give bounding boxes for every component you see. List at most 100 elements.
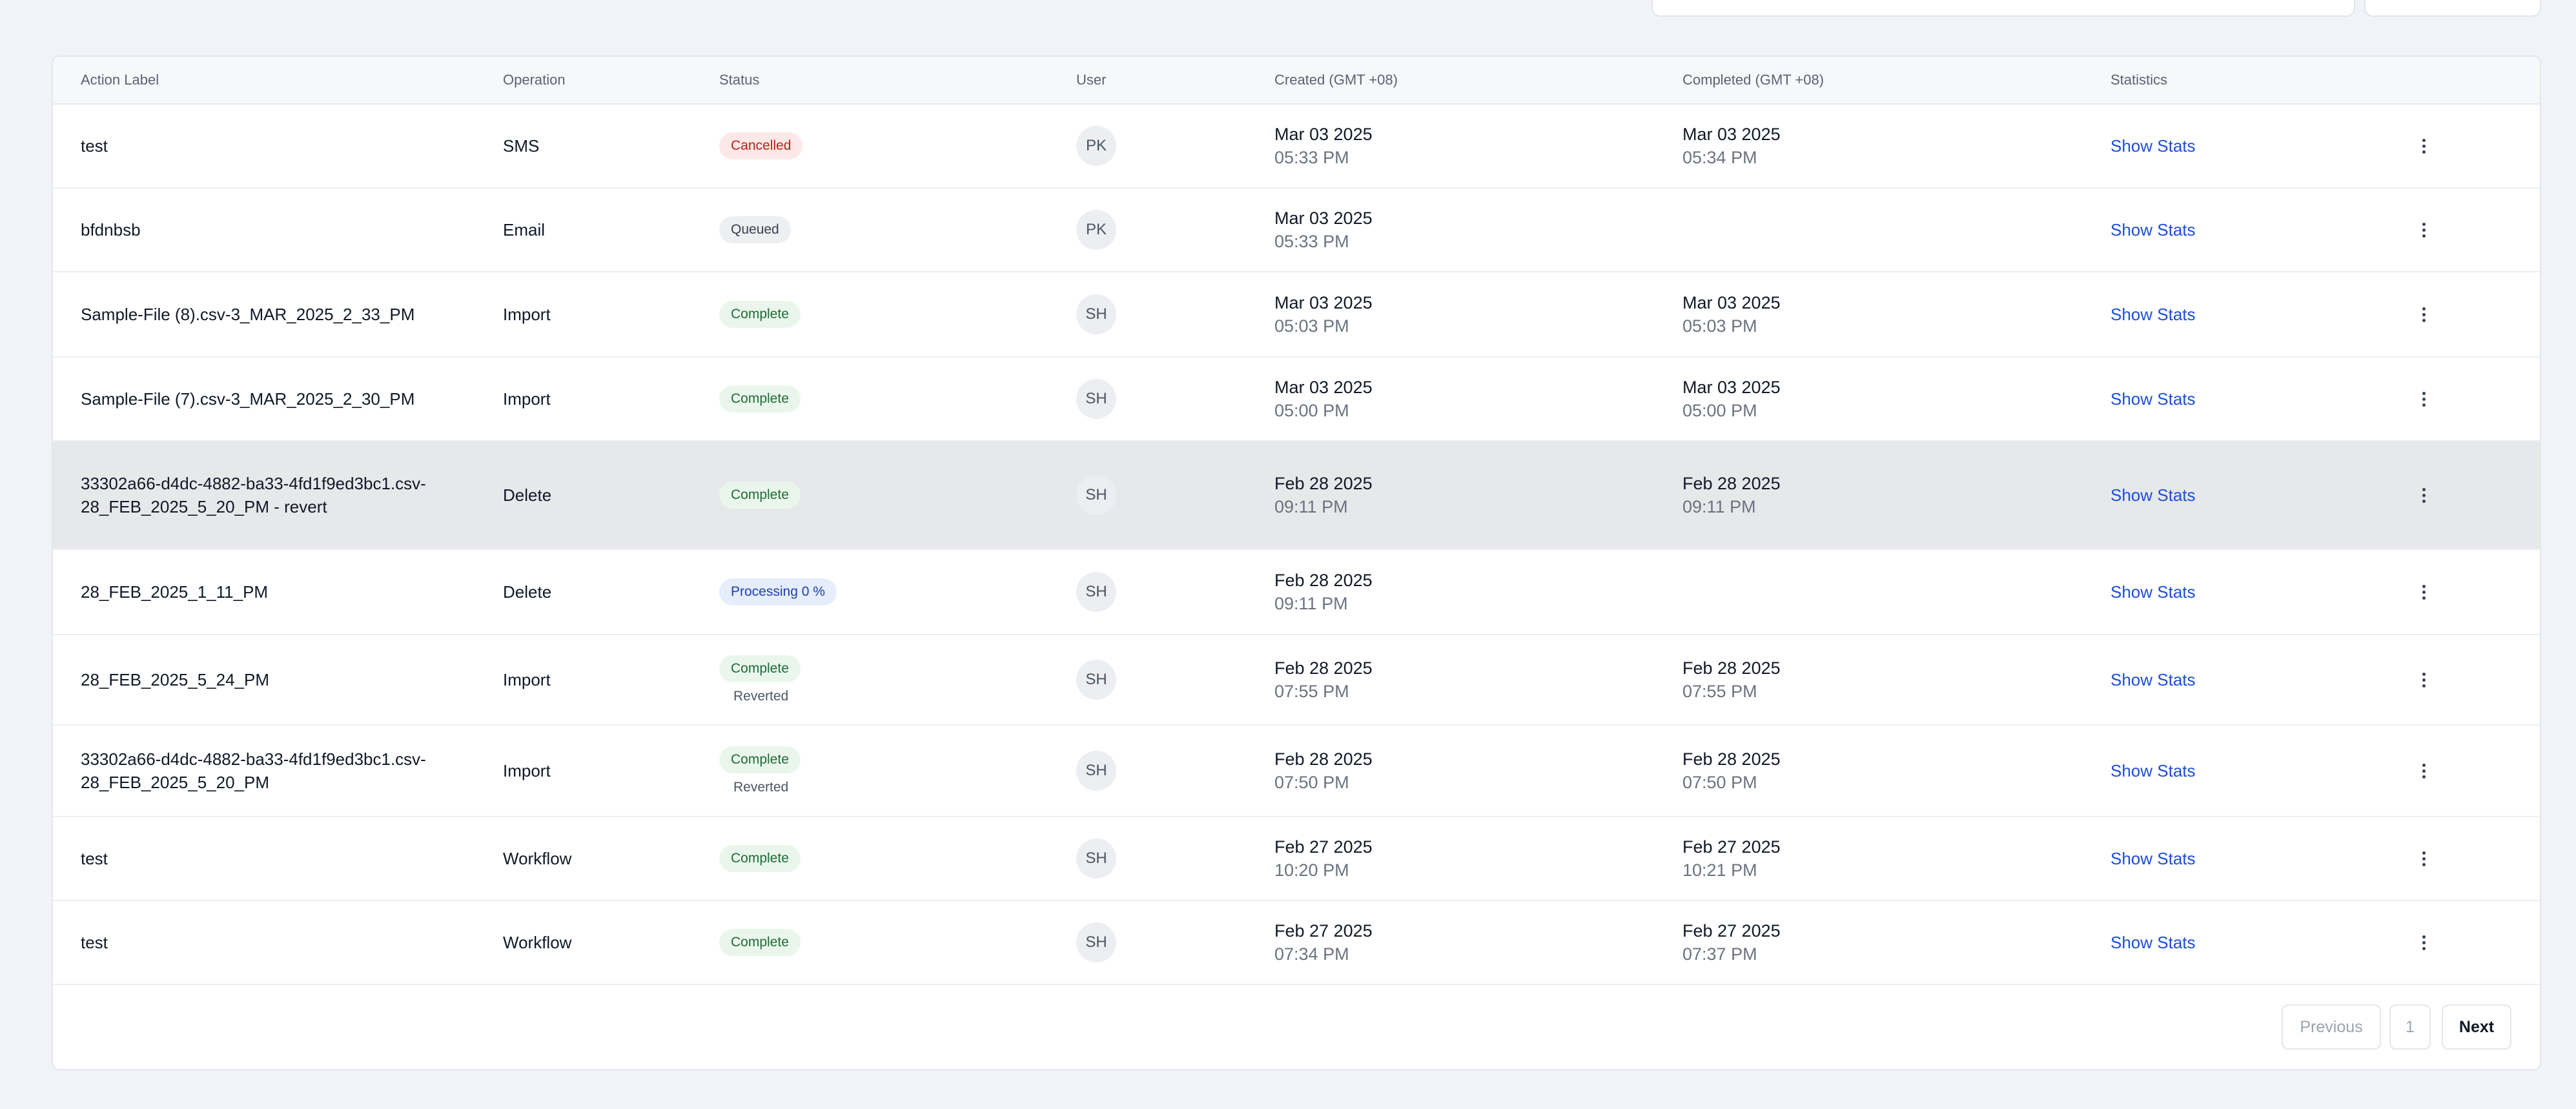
status-badge: Complete [719, 845, 801, 872]
user-avatar: SH [1076, 294, 1116, 334]
show-stats-link[interactable]: Show Stats [2111, 389, 2196, 409]
status-badge: Complete [719, 482, 801, 509]
show-stats-link[interactable]: Show Stats [2111, 669, 2196, 689]
more-options-icon[interactable] [2416, 386, 2431, 412]
user-avatar: SH [1076, 839, 1116, 879]
status-badge: Complete [719, 746, 801, 773]
user-avatar: SH [1076, 379, 1116, 419]
completed-date: Mar 03 2025 [1682, 125, 1781, 144]
previous-page-button[interactable]: Previous [2282, 1004, 2381, 1050]
table-row[interactable]: 33302a66-d4dc-4882-ba33-4fd1f9ed3bc1.csv… [53, 442, 2540, 550]
more-options-icon[interactable] [2416, 846, 2431, 871]
table-row[interactable]: 33302a66-d4dc-4882-ba33-4fd1f9ed3bc1.csv… [53, 726, 2540, 817]
operation-text: Email [503, 219, 546, 239]
created-date: Mar 03 2025 [1274, 125, 1373, 144]
actions-table-card: Action Label Operation Status User Creat… [52, 56, 2541, 1070]
status-badge: Complete [719, 929, 801, 956]
created-time: 05:03 PM [1274, 316, 1349, 336]
show-stats-link[interactable]: Show Stats [2111, 136, 2196, 156]
header-user: User [1076, 72, 1107, 88]
more-options-icon[interactable] [2416, 579, 2431, 605]
created-time: 07:55 PM [1274, 682, 1349, 701]
more-options-icon[interactable] [2416, 301, 2431, 327]
created-time: 05:33 PM [1274, 232, 1349, 251]
status-badge: Complete [719, 385, 801, 412]
created-date: Feb 28 2025 [1274, 658, 1373, 678]
table-row[interactable]: bfdnbsb Email Queued PK Mar 03 2025 05:33 PM S… [53, 188, 2540, 272]
completed-date: Feb 28 2025 [1682, 658, 1781, 678]
completed-date: Mar 03 2025 [1682, 378, 1781, 397]
show-stats-link[interactable]: Show Stats [2111, 219, 2196, 239]
table-row[interactable]: test Workflow Complete SH Feb 27 2025 07:34 P… [53, 901, 2540, 985]
action-label-text: 33302a66-d4dc-4882-ba33-4fd1f9ed3bc1.csv… [81, 474, 426, 516]
action-label-text: test [81, 933, 108, 952]
status-badge: Complete [719, 301, 801, 328]
more-options-icon[interactable] [2416, 482, 2431, 508]
completed-time: 07:50 PM [1682, 773, 1757, 792]
created-time: 10:20 PM [1274, 860, 1349, 880]
status-badge: Complete [719, 655, 801, 682]
action-label-text: test [81, 136, 108, 156]
created-date: Mar 03 2025 [1274, 293, 1373, 312]
user-avatar: SH [1076, 660, 1116, 700]
created-time: 07:34 PM [1274, 944, 1349, 964]
user-avatar: SH [1076, 475, 1116, 515]
operation-text: Workflow [503, 848, 572, 868]
completed-time: 10:21 PM [1682, 860, 1757, 880]
status-note: Reverted [733, 689, 789, 704]
completed-time: 07:37 PM [1682, 944, 1757, 964]
page-number-button[interactable]: 1 [2389, 1004, 2431, 1050]
created-date: Feb 27 2025 [1274, 837, 1373, 857]
action-label-text: 28_FEB_2025_5_24_PM [81, 670, 270, 689]
operation-text: Import [503, 389, 551, 409]
created-date: Feb 27 2025 [1274, 921, 1373, 941]
more-options-icon[interactable] [2416, 758, 2431, 784]
operation-text: Workflow [503, 932, 572, 952]
completed-time: 09:11 PM [1682, 497, 1756, 516]
table-row[interactable]: Sample-File (7).csv-3_MAR_2025_2_30_PM Im… [53, 358, 2540, 442]
show-stats-link[interactable]: Show Stats [2111, 932, 2196, 952]
table-row[interactable]: Sample-File (8).csv-3_MAR_2025_2_33_PM Im… [53, 272, 2540, 358]
show-stats-link[interactable]: Show Stats [2111, 848, 2196, 868]
action-label-text: test [81, 849, 108, 868]
header-completed: Completed (GMT +08) [1682, 72, 1825, 88]
created-date: Mar 03 2025 [1274, 378, 1373, 397]
action-label-text: 28_FEB_2025_1_11_PM [81, 582, 269, 602]
more-options-icon[interactable] [2416, 930, 2431, 955]
header-created: Created (GMT +08) [1274, 72, 1398, 88]
header-action-label: Action Label [81, 72, 159, 88]
user-avatar: PK [1076, 126, 1116, 166]
header-operation: Operation [503, 72, 566, 88]
operation-text: Import [503, 304, 551, 324]
table-row[interactable]: test SMS Cancelled PK Mar 03 2025 05:33 PM Mar… [53, 105, 2540, 188]
next-page-button[interactable]: Next [2442, 1004, 2511, 1050]
user-avatar: SH [1076, 572, 1116, 612]
table-row[interactable]: 28_FEB_2025_5_24_PM Import Complete Reverte… [53, 635, 2540, 726]
show-stats-link[interactable]: Show Stats [2111, 760, 2196, 780]
table-header: Action Label Operation Status User Creat… [53, 57, 2540, 105]
completed-date: Feb 28 2025 [1682, 749, 1781, 769]
more-options-icon[interactable] [2416, 217, 2431, 243]
top-search-input[interactable] [1651, 0, 2355, 17]
status-badge: Cancelled [719, 132, 803, 159]
created-date: Feb 28 2025 [1274, 749, 1373, 769]
created-time: 09:11 PM [1274, 594, 1348, 613]
header-status: Status [719, 72, 760, 88]
top-action-button[interactable] [2364, 0, 2541, 17]
header-statistics: Statistics [2111, 72, 2168, 88]
show-stats-link[interactable]: Show Stats [2111, 582, 2196, 602]
created-time: 09:11 PM [1274, 497, 1348, 516]
action-label-text: Sample-File (8).csv-3_MAR_2025_2_33_PM [81, 305, 415, 324]
show-stats-link[interactable]: Show Stats [2111, 485, 2196, 505]
show-stats-link[interactable]: Show Stats [2111, 304, 2196, 324]
table-row[interactable]: test Workflow Complete SH Feb 27 2025 10:20 P… [53, 817, 2540, 901]
created-time: 05:33 PM [1274, 148, 1349, 167]
operation-text: Delete [503, 582, 552, 602]
operation-text: Delete [503, 485, 552, 505]
completed-date: Feb 27 2025 [1682, 921, 1781, 941]
action-label-text: Sample-File (7).csv-3_MAR_2025_2_30_PM [81, 389, 415, 409]
more-options-icon[interactable] [2416, 667, 2431, 693]
more-options-icon[interactable] [2416, 133, 2431, 159]
status-note: Reverted [733, 780, 789, 795]
table-row[interactable]: 28_FEB_2025_1_11_PM Delete Processing 0 % S… [53, 550, 2540, 635]
